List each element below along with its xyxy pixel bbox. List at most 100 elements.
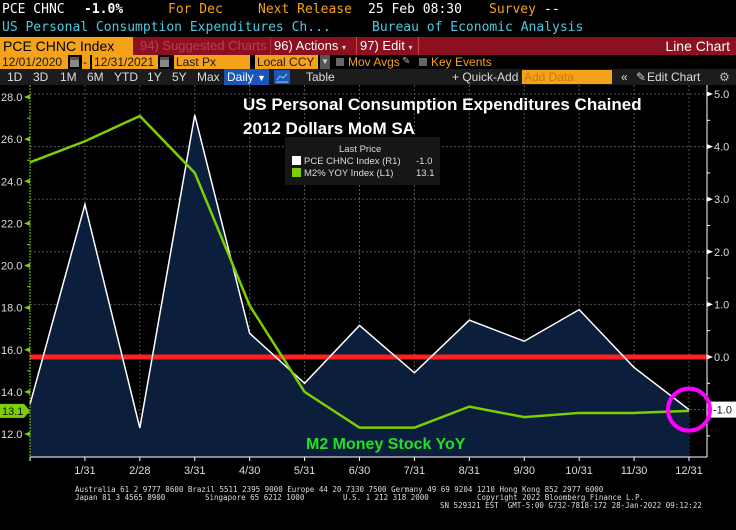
left-tick-label: 12.0 bbox=[1, 429, 22, 441]
pce-area-fill bbox=[30, 115, 689, 457]
x-tick-label: 10/31 bbox=[565, 465, 593, 477]
collapse-button[interactable]: « bbox=[621, 70, 628, 84]
x-tick-label: 1/31 bbox=[74, 465, 95, 477]
right-tick-label: 4.0 bbox=[714, 142, 729, 154]
next-release-label: Next Release bbox=[258, 2, 352, 17]
right-tick bbox=[707, 91, 713, 97]
chart-title-line-2: 2012 Dollars MoM SA bbox=[243, 119, 415, 138]
right-tick-label: 1.0 bbox=[714, 299, 729, 311]
chevron-down-icon: ▾ bbox=[408, 43, 413, 52]
period-bar: 1D 3D 1M 6M YTD 1Y 5Y Max Daily ▼ Table … bbox=[0, 69, 736, 85]
for-period-label: For Dec bbox=[168, 2, 223, 17]
quick-add-label: + Quick-Add bbox=[452, 70, 519, 84]
mov-avgs-label[interactable]: Mov Avgs bbox=[348, 55, 400, 69]
suggested-charts-button[interactable]: 94) Suggested Charts bbox=[140, 38, 267, 53]
end-date-field[interactable]: 12/31/2021 bbox=[92, 55, 158, 69]
data-source: Bureau of Economic Analysis bbox=[372, 20, 584, 35]
left-tick bbox=[24, 220, 30, 226]
period-5y[interactable]: 5Y bbox=[172, 70, 187, 84]
frequency-select[interactable]: Daily ▼ bbox=[224, 69, 269, 85]
right-tick bbox=[707, 301, 713, 307]
right-tick bbox=[707, 354, 713, 360]
divider bbox=[356, 37, 357, 55]
x-tick-label: 5/31 bbox=[294, 465, 315, 477]
left-tick bbox=[24, 136, 30, 142]
period-1y[interactable]: 1Y bbox=[147, 70, 162, 84]
chevron-down-icon[interactable]: ▼ bbox=[320, 55, 330, 69]
chevron-down-icon: ▾ bbox=[341, 43, 346, 52]
x-tick-label: 8/31 bbox=[459, 465, 480, 477]
right-last-value-label: -1.0 bbox=[713, 405, 732, 417]
actions-menu[interactable]: 96) Actions ▾ bbox=[270, 37, 355, 55]
left-tick-label: 26.0 bbox=[1, 134, 22, 146]
right-tick bbox=[707, 249, 713, 255]
x-tick-label: 6/30 bbox=[349, 465, 370, 477]
key-events-label[interactable]: Key Events bbox=[431, 55, 492, 69]
add-data-input[interactable]: Add Data bbox=[522, 70, 612, 84]
security-description: US Personal Consumption Expenditures Ch.… bbox=[2, 20, 331, 35]
right-tick-label: 2.0 bbox=[714, 247, 729, 259]
command-bar: PCE CHNC Index 94) Suggested Charts 96) … bbox=[0, 37, 736, 55]
security-field[interactable]: PCE CHNC Index bbox=[0, 37, 133, 55]
gear-icon[interactable]: ⚙ bbox=[719, 70, 730, 84]
date-range-bar: 12/01/2020 - 12/31/2021 Last Px Local CC… bbox=[0, 55, 736, 69]
edit-chart-button[interactable]: Edit Chart bbox=[647, 70, 701, 84]
legend-value-m2: 13.1 bbox=[416, 168, 435, 179]
mov-avgs-checkbox[interactable] bbox=[336, 58, 344, 66]
chart-title-line-1: US Personal Consumption Expenditures Cha… bbox=[243, 95, 642, 114]
left-tick-label: 14.0 bbox=[1, 387, 22, 399]
change-value: -1.0% bbox=[84, 2, 124, 17]
line-chart: 28.0 26.0 24.0 22.0 20.0 18.0 16.0 14.0 12.0 13.1… bbox=[0, 85, 736, 477]
pencil-icon[interactable]: ✎ bbox=[636, 70, 647, 84]
right-tick-label: 5.0 bbox=[714, 89, 729, 101]
edit-menu[interactable]: 97) Edit ▾ bbox=[357, 37, 417, 55]
next-release-value: 25 Feb 08:30 bbox=[368, 2, 462, 17]
footer-contacts-japan: Japan 81 3 4565 8900 bbox=[75, 493, 166, 502]
period-ytd[interactable]: YTD bbox=[114, 70, 138, 84]
legend-value-pce: -1.0 bbox=[416, 156, 432, 167]
view-title: Line Chart bbox=[665, 38, 730, 54]
date-separator: - bbox=[82, 55, 90, 69]
key-events-checkbox[interactable] bbox=[419, 58, 427, 66]
survey-label: Survey bbox=[489, 2, 536, 17]
chart-area: 28.0 26.0 24.0 22.0 20.0 18.0 16.0 14.0 12.0 13.1… bbox=[0, 85, 736, 485]
footer-contacts-singapore: Singapore 65 6212 1000 bbox=[205, 493, 305, 502]
axes: 28.0 26.0 24.0 22.0 20.0 18.0 16.0 14.0 12.0 13.1… bbox=[0, 85, 736, 477]
calendar-icon[interactable] bbox=[70, 57, 79, 67]
left-tick bbox=[24, 431, 30, 437]
legend-background bbox=[285, 137, 440, 185]
left-tick-label: 18.0 bbox=[1, 303, 22, 315]
pencil-icon[interactable]: ✎ bbox=[402, 56, 411, 67]
description-header: US Personal Consumption Expenditures Ch.… bbox=[0, 19, 736, 37]
period-3d[interactable]: 3D bbox=[33, 70, 49, 84]
period-1d[interactable]: 1D bbox=[7, 70, 23, 84]
calendar-icon[interactable] bbox=[160, 57, 169, 67]
right-tick bbox=[707, 196, 713, 202]
security-header: PCE CHNC -1.0% For Dec Next Release 25 F… bbox=[0, 0, 736, 19]
legend-label-m2: M2% YOY Index (L1) bbox=[304, 168, 393, 179]
footer: Australia 61 2 9777 8600 Brazil 5511 239… bbox=[0, 485, 736, 530]
start-date-field[interactable]: 12/01/2020 bbox=[0, 55, 68, 69]
x-tick-label: 7/31 bbox=[404, 465, 425, 477]
quick-add-button[interactable]: + Quick-Add ▾ bbox=[452, 69, 526, 85]
left-tick bbox=[24, 94, 30, 100]
frequency-label: Daily bbox=[227, 70, 254, 84]
x-tick-label: 11/30 bbox=[621, 465, 648, 477]
x-tick-label: 9/30 bbox=[514, 465, 535, 477]
period-max[interactable]: Max bbox=[197, 70, 220, 84]
right-tick-label: 3.0 bbox=[714, 194, 729, 206]
currency-select[interactable]: Local CCY bbox=[255, 55, 318, 69]
left-last-value-badge bbox=[0, 403, 30, 418]
price-field-select[interactable]: Last Px bbox=[174, 55, 250, 69]
line-chart-icon[interactable] bbox=[274, 70, 290, 84]
right-tick bbox=[707, 144, 713, 150]
legend: Last Price PCE CHNC Index (R1) -1.0 M2% … bbox=[285, 137, 440, 185]
left-tick bbox=[24, 305, 30, 311]
legend-label-pce: PCE CHNC Index (R1) bbox=[304, 156, 401, 167]
left-tick bbox=[24, 347, 30, 353]
period-1m[interactable]: 1M bbox=[60, 70, 77, 84]
table-button[interactable]: Table bbox=[306, 70, 335, 84]
period-6m[interactable]: 6M bbox=[87, 70, 104, 84]
left-tick-label: 22.0 bbox=[1, 218, 22, 230]
right-last-value-badge bbox=[710, 401, 736, 418]
